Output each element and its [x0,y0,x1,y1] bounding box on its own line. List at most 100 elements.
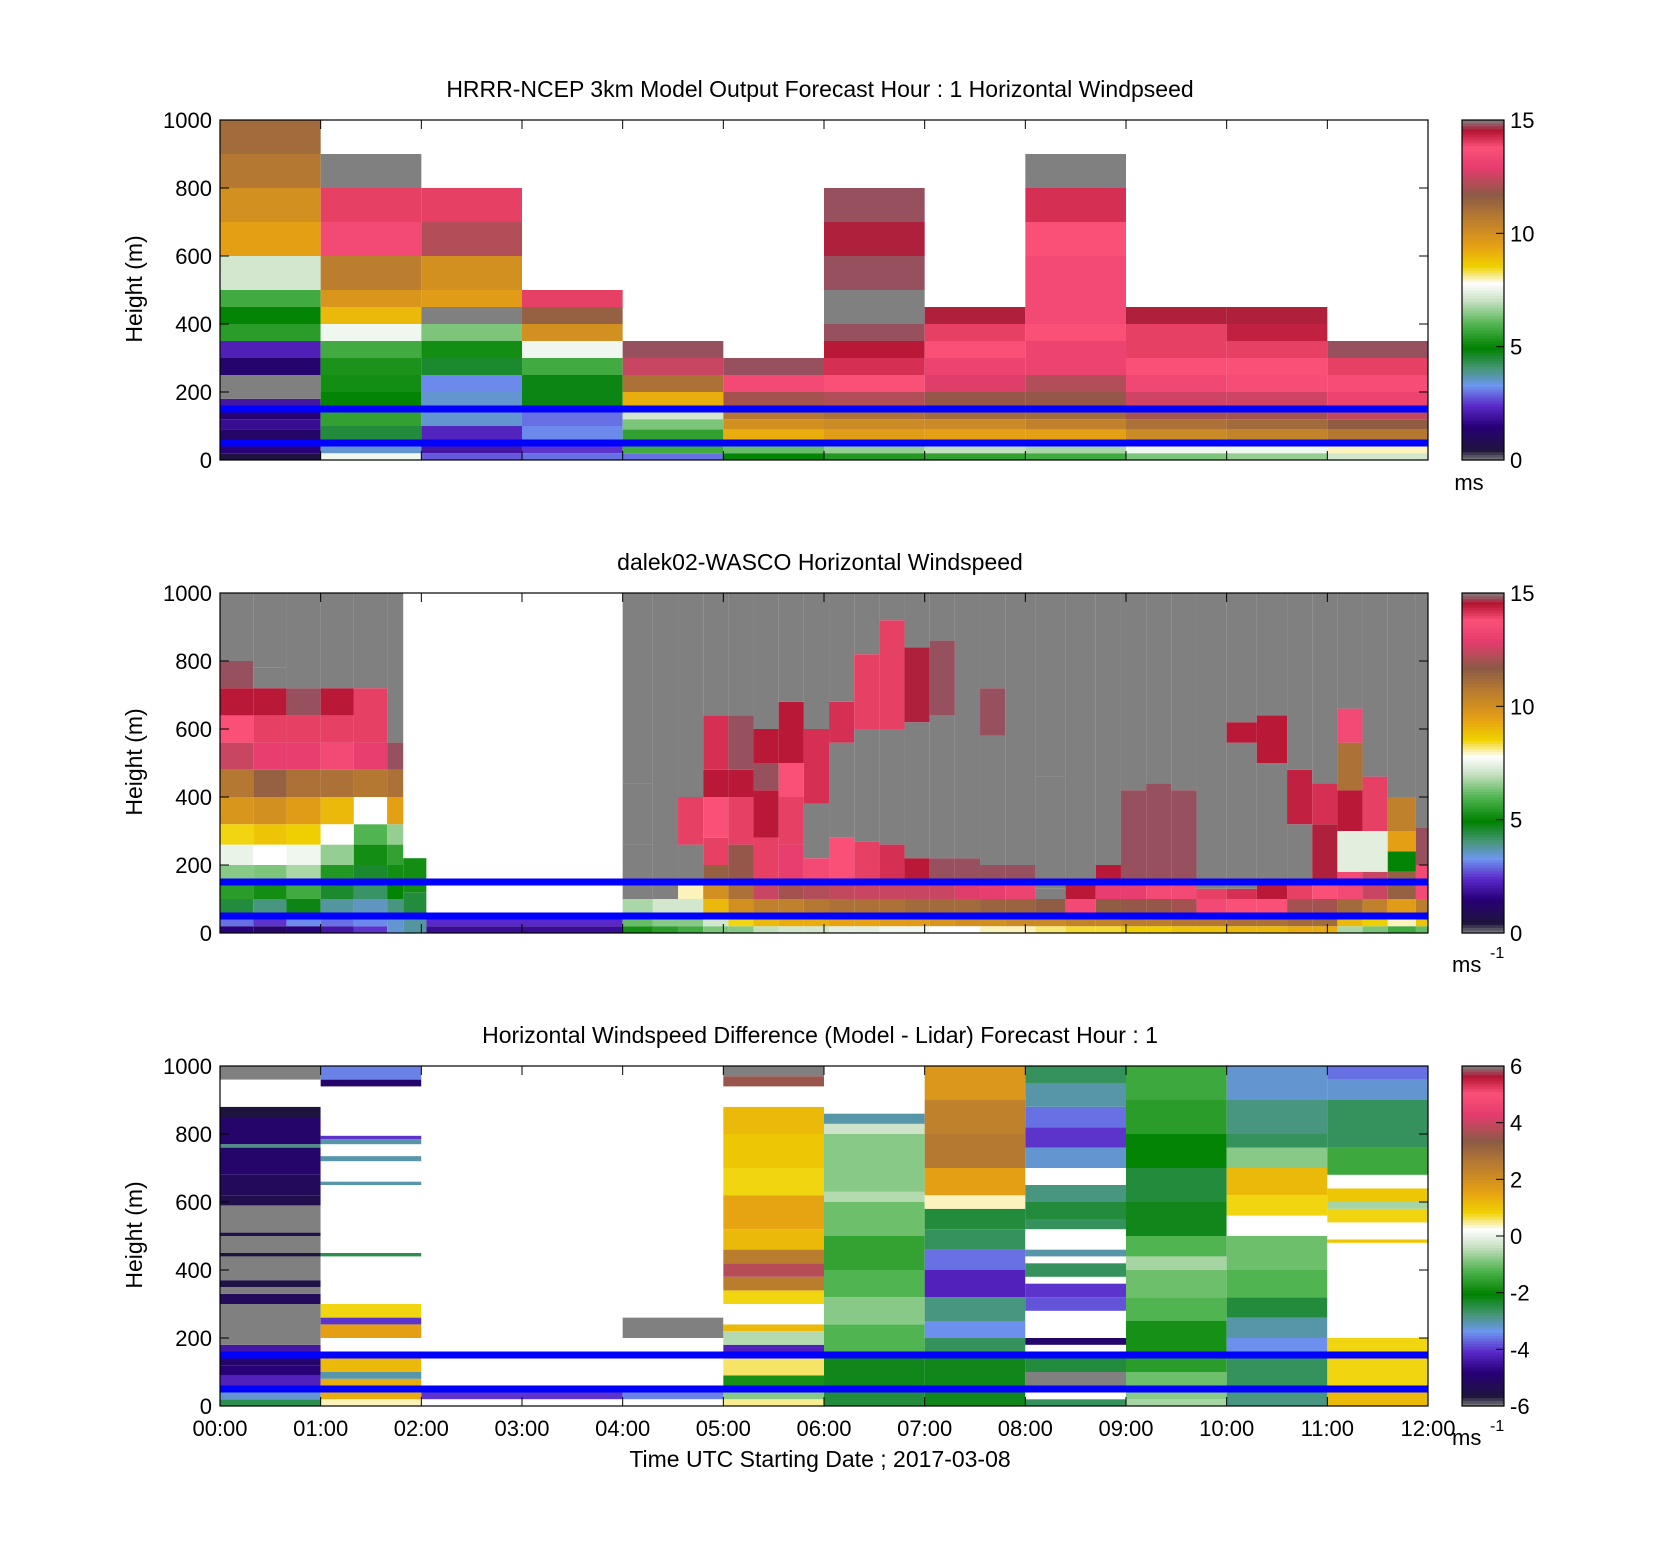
y-tick-label: 0 [200,921,212,946]
heatmap-cell [924,1134,1026,1168]
heatmap-cell [1035,888,1066,899]
colorbar-tick-label: 4 [1510,1111,1522,1136]
heatmap-cell [1226,1355,1328,1386]
heatmap-cell [1126,341,1227,358]
heatmap-cell [929,640,955,716]
colorbar-segment [1462,1363,1504,1367]
colorbar-segment [1462,632,1504,637]
heatmap-cell [1327,1239,1428,1243]
heatmap-cell [220,865,254,882]
colorbar-segment [1462,1267,1504,1271]
x-tick-label: 00:00 [192,1416,247,1441]
colorbar-segment [1462,712,1504,716]
colorbar-segment [1462,1295,1504,1299]
colorbar-segment [1462,1233,1504,1237]
heatmap-cell [1025,1066,1126,1083]
heatmap-cell [703,715,729,770]
colorbar-segment [1462,256,1504,260]
heatmap-cell [723,375,824,392]
heatmap-cell [1327,1079,1428,1100]
heatmap-cell [622,1317,724,1338]
colorbar-segment [1462,720,1504,724]
colorbar-segment [1462,253,1504,257]
colorbar-segment [1462,139,1504,144]
colorbar-segment [1462,250,1504,254]
colorbar-tick-label: -4 [1510,1337,1530,1362]
heatmap-cell [421,290,522,307]
colorbar-segment [1462,1255,1504,1260]
heatmap-cell [854,926,880,933]
heatmap-cell [1065,899,1096,913]
colorbar-segment [1462,601,1504,605]
heatmap-cell [1025,1168,1126,1185]
heatmap-cell [954,926,981,933]
colorbar-segment [1462,346,1504,351]
panel-1-title: HRRR-NCEP 3km Model Output Forecast Hour… [446,76,1193,102]
colorbar-segment [1462,411,1504,416]
heatmap-cell [1120,790,1147,879]
heatmap-cell [678,844,704,879]
heatmap-cell [703,865,729,882]
panel-2-title: dalek02-WASCO Horizontal Windspeed [617,549,1023,575]
heatmap-cell [353,899,388,913]
heatmap-cell [1327,358,1428,375]
colorbar-segment [1462,927,1504,931]
colorbar-segment [1462,695,1504,699]
heatmap-cell [980,593,1006,689]
heatmap-cell [1387,593,1416,797]
colorbar-segment [1462,887,1504,892]
heatmap-cell [220,341,321,358]
colorbar-segment [1462,666,1504,671]
heatmap-cell [253,926,287,933]
heatmap-cell [723,1168,824,1196]
colorbar-segment [1462,848,1504,852]
heatmap-cell [320,188,422,222]
heatmap-cell [904,899,930,913]
heatmap-cell [1362,593,1388,777]
heatmap-cell [723,1304,824,1325]
heatmap-cell [220,1195,321,1206]
x-tick-label: 07:00 [897,1416,952,1441]
heatmap-cell [253,593,287,668]
heatmap-cell [1387,899,1416,913]
colorbar-segment [1462,1397,1504,1401]
colorbar-segment [1462,740,1504,744]
heatmap-cell [522,375,623,392]
colorbar-segment [1462,1253,1504,1257]
y-tick-label: 600 [175,244,212,269]
colorbar-segment [1462,417,1504,421]
panel-2-colorbar-unit-exponent: -1 [1490,945,1504,962]
heatmap-cell [1025,1297,1126,1311]
heatmap-cell [320,1156,422,1162]
x-tick-label: 01:00 [293,1416,348,1441]
heatmap-cell [904,926,930,933]
colorbar-segment [1462,1360,1504,1365]
panel-1-heatmap [220,120,1428,460]
heatmap-cell [522,324,623,341]
heatmap-cell [1327,1147,1428,1175]
heatmap-cell [980,735,1006,865]
heatmap-cell [522,426,623,443]
colorbar-segment [1462,193,1504,198]
colorbar-segment [1462,420,1504,424]
heatmap-cell [320,1324,422,1338]
heatmap-cell [353,865,388,882]
colorbar-segment [1462,1165,1504,1169]
heatmap-cell [320,222,422,256]
colorbar-segment [1462,1125,1504,1129]
heatmap-cell [253,715,287,743]
heatmap-cell [421,392,522,409]
colorbar-segment [1462,409,1504,413]
colorbar-segment [1462,859,1504,863]
heatmap-cell [320,1086,422,1136]
heatmap-cell [1327,392,1428,409]
heatmap-cell [220,358,321,375]
heatmap-cell [1025,429,1126,440]
panel-2-ylabel: Height (m) [121,708,147,815]
colorbar-segment [1462,1187,1504,1192]
colorbar-segment [1462,1170,1504,1175]
heatmap-cell [320,882,354,899]
heatmap-cell [1196,926,1227,933]
heatmap-cell [924,1168,1026,1196]
colorbar-segment [1462,1153,1504,1158]
